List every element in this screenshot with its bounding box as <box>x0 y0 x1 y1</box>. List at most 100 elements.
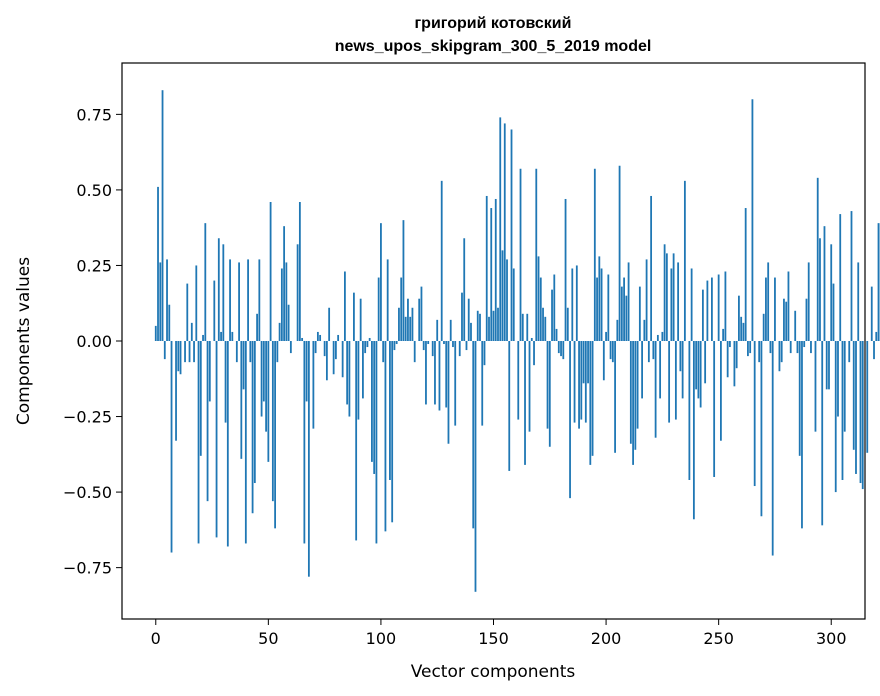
bar-125 <box>436 319 439 341</box>
bar-286 <box>798 341 801 456</box>
bar-214 <box>636 341 639 429</box>
bar-233 <box>679 341 682 372</box>
bar-205 <box>616 319 619 341</box>
bar-6 <box>168 304 171 341</box>
bar-23 <box>206 341 209 502</box>
bar-172 <box>542 307 544 341</box>
x-tick-label: 150 <box>478 629 509 648</box>
x-tick-label: 250 <box>703 629 734 648</box>
bar-93 <box>364 341 367 354</box>
bar-188 <box>578 341 580 429</box>
bar-208 <box>623 277 625 341</box>
bar-50 <box>267 341 270 462</box>
bar-103 <box>386 259 389 341</box>
bar-289 <box>805 298 808 341</box>
bar-141 <box>472 341 475 529</box>
bar-262 <box>744 208 747 341</box>
bar-129 <box>445 341 448 408</box>
bar-79 <box>332 341 335 375</box>
bar-288 <box>803 341 806 348</box>
bar-299 <box>828 341 830 390</box>
bar-225 <box>661 331 664 341</box>
bar-258 <box>735 341 738 369</box>
bar-85 <box>346 341 349 405</box>
bar-177 <box>553 274 556 341</box>
bar-106 <box>393 341 396 351</box>
bar-9 <box>175 341 177 441</box>
bar-26 <box>213 280 216 341</box>
bar-206 <box>618 165 621 341</box>
bar-297 <box>823 226 826 341</box>
bar-49 <box>265 341 267 432</box>
bar-230 <box>672 253 675 341</box>
bar-127 <box>440 180 443 341</box>
bar-11 <box>179 341 182 375</box>
bar-261 <box>742 322 745 341</box>
bar-284 <box>794 310 797 341</box>
bar-293 <box>814 341 817 432</box>
bar-133 <box>454 341 457 426</box>
bar-65 <box>301 337 304 341</box>
bar-57 <box>283 226 286 341</box>
bar-88 <box>353 292 355 341</box>
bar-147 <box>485 195 488 341</box>
bar-316 <box>866 341 869 453</box>
bar-20 <box>199 341 202 456</box>
bar-302 <box>834 341 837 493</box>
bar-89 <box>355 341 358 541</box>
bar-211 <box>629 341 632 444</box>
bar-263 <box>747 341 749 357</box>
bar-193 <box>589 341 592 465</box>
bar-153 <box>499 117 502 341</box>
bar-136 <box>461 292 463 341</box>
bar-180 <box>560 341 562 357</box>
bar-235 <box>683 180 686 341</box>
bar-73 <box>319 334 322 341</box>
bar-4 <box>163 341 166 360</box>
y-tick-label: 0.25 <box>76 256 112 275</box>
bar-104 <box>389 341 391 480</box>
bar-126 <box>438 341 441 411</box>
bar-215 <box>638 286 641 341</box>
bar-3 <box>161 90 164 341</box>
bar-174 <box>546 341 549 429</box>
bar-221 <box>652 341 655 360</box>
bar-94 <box>366 341 369 348</box>
bar-168 <box>533 341 535 366</box>
bar-291 <box>810 341 812 354</box>
bar-71 <box>314 341 317 354</box>
bar-138 <box>465 341 468 351</box>
bar-143 <box>476 310 479 341</box>
bar-189 <box>580 341 583 420</box>
bar-319 <box>873 341 875 360</box>
bar-314 <box>861 341 864 490</box>
bar-277 <box>778 341 781 372</box>
bar-310 <box>852 341 855 450</box>
bar-121 <box>427 341 430 345</box>
bar-156 <box>506 259 508 341</box>
bar-313 <box>859 341 862 484</box>
bar-37 <box>238 262 240 341</box>
bar-45 <box>256 313 258 341</box>
bar-67 <box>305 341 308 402</box>
bar-183 <box>566 307 569 341</box>
bar-300 <box>830 244 833 341</box>
bar-29 <box>220 331 222 341</box>
bar-239 <box>692 341 695 520</box>
bar-41 <box>247 259 249 341</box>
bar-119 <box>422 341 425 351</box>
x-tick-label: 300 <box>816 629 847 648</box>
bar-257 <box>733 341 736 387</box>
bar-219 <box>647 341 650 363</box>
bars-group <box>154 90 880 592</box>
bar-55 <box>278 322 281 341</box>
bar-137 <box>463 238 466 341</box>
bar-321 <box>877 223 880 341</box>
bar-63 <box>296 244 299 341</box>
bar-83 <box>341 341 344 378</box>
bar-308 <box>848 341 851 363</box>
bar-15 <box>188 341 191 363</box>
bar-271 <box>765 277 767 341</box>
bar-203 <box>611 341 614 363</box>
bar-13 <box>184 341 186 363</box>
